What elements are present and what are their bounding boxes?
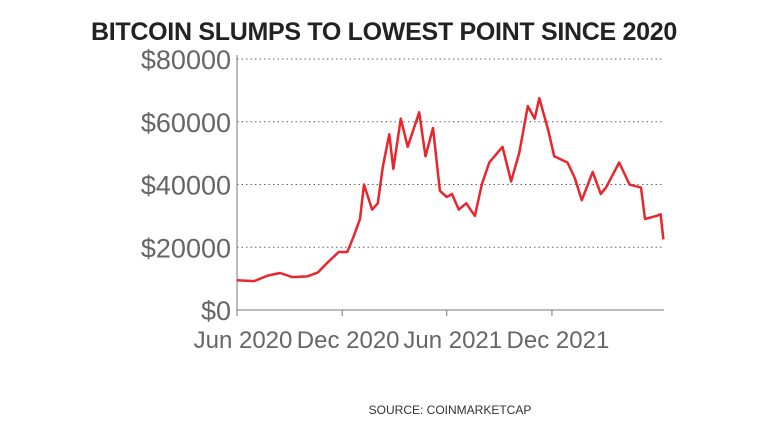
x-tick-label: Jun 2020 bbox=[194, 327, 293, 354]
x-tick-label: Dec 2021 bbox=[507, 327, 610, 354]
y-tick-label: $80000 bbox=[141, 45, 231, 75]
y-tick-label: $0 bbox=[201, 296, 231, 326]
price-line bbox=[236, 96, 665, 283]
x-tick-label: Jun 2021 bbox=[403, 327, 502, 354]
y-tick-label: $60000 bbox=[141, 108, 231, 138]
y-tick-label: $20000 bbox=[141, 233, 231, 263]
source-note: SOURCE: COINMARKETCAP bbox=[368, 403, 532, 417]
y-tick-label: $40000 bbox=[141, 171, 231, 201]
chart-title: BITCOIN SLUMPS TO LOWEST POINT SINCE 202… bbox=[91, 18, 677, 46]
x-tick-label: Dec 2020 bbox=[297, 327, 400, 354]
